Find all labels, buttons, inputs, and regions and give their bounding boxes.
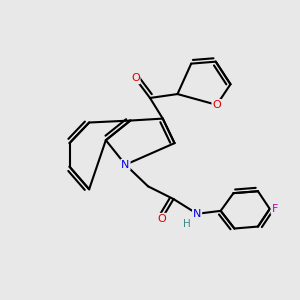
Text: O: O [131,74,140,83]
Text: H: H [183,219,191,229]
Text: N: N [121,160,130,170]
Text: N: N [193,209,201,219]
Text: O: O [212,100,221,110]
Text: O: O [158,214,166,224]
Text: F: F [272,204,278,214]
